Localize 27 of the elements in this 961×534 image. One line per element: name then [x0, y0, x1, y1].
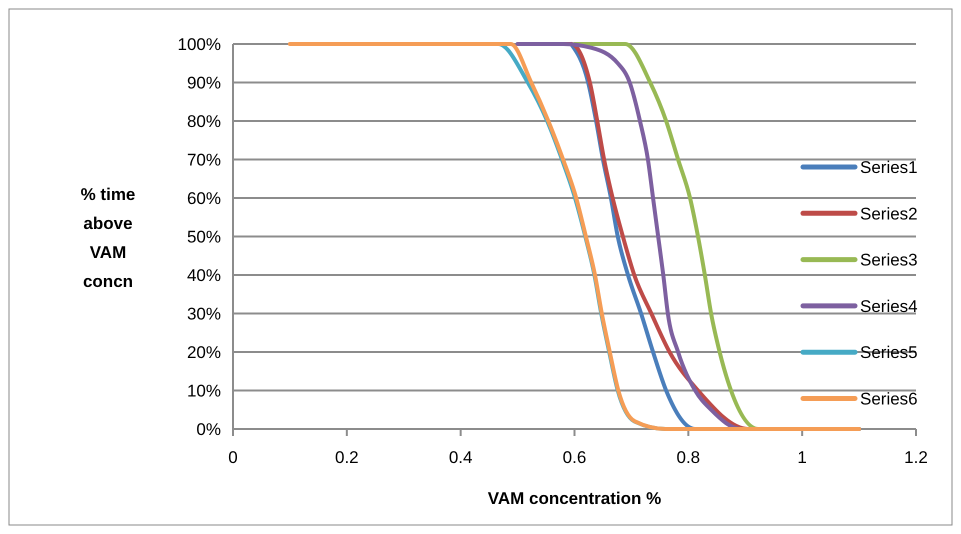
legend-label: Series1: [860, 158, 918, 177]
y-tick-label: 60%: [186, 188, 221, 208]
legend-label: Series3: [860, 250, 918, 270]
legend-label: Series4: [860, 296, 918, 316]
y-tick-label: 0%: [196, 420, 221, 439]
x-axis-title: VAM concentration %: [488, 489, 662, 508]
y-tick-label: 100%: [178, 34, 221, 54]
x-tick-label: 0.4: [448, 448, 472, 467]
y-tick-label: 50%: [186, 227, 221, 246]
x-tick-label: 1.2: [904, 448, 928, 467]
y-tick-label: 10%: [186, 381, 221, 400]
y-axis-title: % time above VAM concn: [80, 185, 136, 291]
x-tick-label: 0.8: [676, 448, 700, 467]
y-tick-label: 80%: [186, 112, 221, 131]
x-tick-label: 0: [228, 448, 238, 467]
legend-label: Series6: [860, 389, 918, 408]
x-tick-label: 0.2: [335, 448, 359, 467]
x-tick-label: 0.6: [562, 448, 586, 467]
y-tick-label: 40%: [186, 266, 221, 285]
line-series: [288, 42, 862, 431]
y-tick-label: 90%: [186, 73, 221, 92]
y-tick-label: 20%: [186, 342, 221, 362]
x-tick-label: 1: [797, 448, 807, 467]
legend-label: Series5: [860, 343, 918, 362]
y-tick-label: 70%: [186, 150, 221, 170]
legend-label: Series2: [860, 204, 918, 224]
y-tick-label: 30%: [186, 304, 221, 324]
